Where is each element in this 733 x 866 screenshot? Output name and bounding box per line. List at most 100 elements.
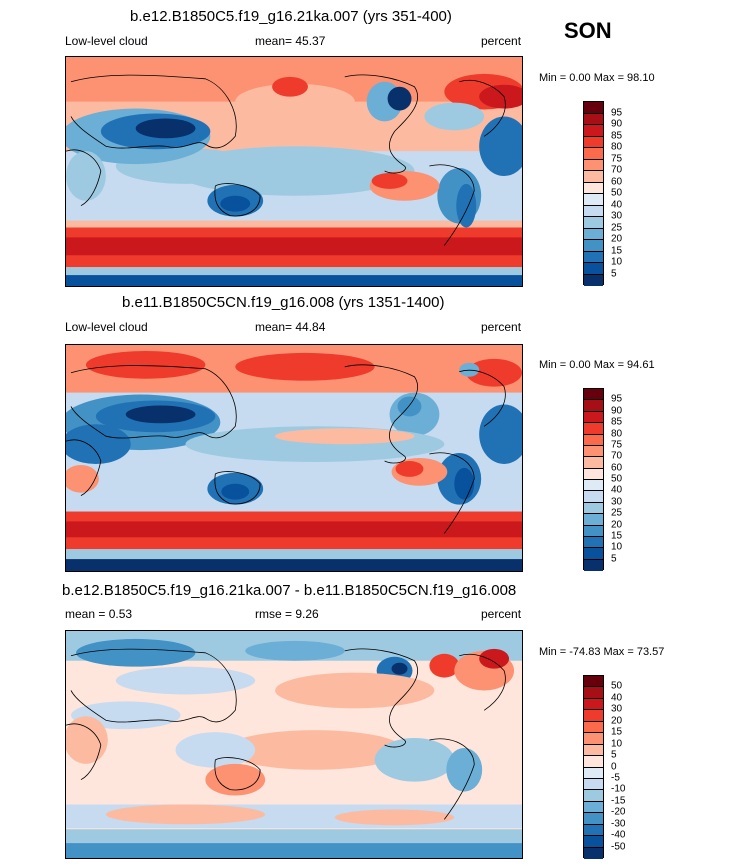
colorbar-swatch bbox=[584, 836, 603, 848]
colorbar-tick-label: 20 bbox=[611, 233, 623, 245]
colorbar-tick-label: 70 bbox=[611, 164, 623, 176]
colorbar-tick-label: 5 bbox=[611, 553, 617, 565]
colorbar-swatch bbox=[584, 194, 603, 206]
colorbar-swatch bbox=[584, 801, 603, 814]
colorbar-swatch bbox=[584, 733, 603, 745]
colorbar-swatch bbox=[584, 559, 603, 571]
panel-1-title: b.e12.B1850C5.f19_g16.21ka.007 (yrs 351-… bbox=[130, 8, 452, 25]
colorbar-swatch bbox=[584, 400, 603, 412]
colorbar-swatch bbox=[584, 536, 603, 549]
colorbar-swatch bbox=[584, 434, 603, 446]
colorbar-tick-label: 25 bbox=[611, 222, 623, 233]
colorbar-tick-label: 50 bbox=[611, 473, 623, 485]
colorbar-swatch bbox=[584, 710, 603, 722]
colorbar-swatch bbox=[584, 847, 603, 859]
colorbar-tick-label: -50 bbox=[611, 841, 626, 853]
colorbar-tick-label: 10 bbox=[611, 738, 623, 750]
colorbar-swatch bbox=[584, 228, 603, 240]
colorbar-tick-label: 50 bbox=[611, 680, 623, 692]
colorbar-tick-label: 40 bbox=[611, 484, 623, 496]
colorbar-tick-label: 30 bbox=[611, 496, 623, 508]
colorbar-tick-label: 40 bbox=[611, 199, 623, 210]
colorbar-swatch bbox=[584, 274, 603, 286]
colorbar-swatch bbox=[584, 698, 603, 711]
colorbar-tick-label: 5 bbox=[611, 268, 617, 279]
colorbar-tick-label: 20 bbox=[611, 519, 623, 530]
panel-2-title: b.e11.B1850C5CN.f19_g16.008 (yrs 1351-14… bbox=[122, 294, 445, 311]
colorbar-tick-label: 25 bbox=[611, 507, 623, 519]
colorbar-swatch bbox=[584, 676, 603, 688]
colorbar-tick-label: 95 bbox=[611, 393, 623, 405]
colorbar-swatch bbox=[584, 491, 603, 503]
colorbar-swatch bbox=[584, 687, 603, 699]
colorbar-tick-label: 50 bbox=[611, 187, 623, 199]
panel-3-colorbar bbox=[583, 675, 604, 859]
colorbar-tick-label: 75 bbox=[611, 153, 623, 164]
colorbar-swatch bbox=[584, 548, 603, 560]
colorbar-swatch bbox=[584, 263, 603, 275]
colorbar-tick-label: 0 bbox=[611, 761, 617, 772]
panel-2-map bbox=[65, 344, 523, 572]
panel-1-map bbox=[65, 56, 523, 287]
colorbar-swatch bbox=[584, 251, 603, 263]
panel-3-minmax: Min = -74.83 Max = 73.57 bbox=[539, 646, 665, 658]
colorbar-swatch bbox=[584, 468, 603, 480]
colorbar-swatch bbox=[584, 113, 603, 125]
colorbar-tick-label: -5 bbox=[611, 772, 620, 784]
colorbar-tick-label: -15 bbox=[611, 795, 626, 807]
season-label: SON bbox=[564, 18, 612, 43]
colorbar-tick-label: 5 bbox=[611, 749, 617, 761]
colorbar-swatch bbox=[584, 389, 603, 401]
colorbar-swatch bbox=[584, 457, 603, 469]
colorbar-swatch bbox=[584, 159, 603, 171]
panel-1-colorbar bbox=[583, 101, 604, 286]
colorbar-tick-label: 90 bbox=[611, 118, 623, 130]
colorbar-tick-label: 90 bbox=[611, 405, 623, 417]
colorbar-swatch bbox=[584, 721, 603, 734]
colorbar-tick-label: 70 bbox=[611, 450, 623, 462]
colorbar-swatch bbox=[584, 824, 603, 837]
colorbar-swatch bbox=[584, 411, 603, 424]
colorbar-swatch bbox=[584, 423, 603, 435]
colorbar-swatch bbox=[584, 480, 603, 492]
panel-2-colorbar bbox=[583, 388, 604, 571]
colorbar-tick-label: 75 bbox=[611, 439, 623, 451]
colorbar-swatch bbox=[584, 217, 603, 229]
colorbar-tick-label: 80 bbox=[611, 141, 623, 153]
panel-3-title: b.e12.B1850C5.f19_g16.21ka.007 - b.e11.B… bbox=[62, 582, 517, 599]
panel-2-mean: mean= 44.84 bbox=[255, 320, 326, 334]
colorbar-tick-label: 15 bbox=[611, 530, 623, 542]
panel-3-mean: mean = 0.53 bbox=[65, 607, 133, 621]
colorbar-swatch bbox=[584, 767, 603, 779]
colorbar-swatch bbox=[584, 514, 603, 526]
colorbar-tick-label: 60 bbox=[611, 462, 623, 474]
colorbar-swatch bbox=[584, 744, 603, 757]
colorbar-swatch bbox=[584, 102, 603, 114]
panel-3-units: percent bbox=[481, 607, 522, 621]
colorbar-tick-label: 85 bbox=[611, 130, 623, 141]
colorbar-swatch bbox=[584, 445, 603, 458]
colorbar-swatch bbox=[584, 171, 603, 183]
panel-1-units: percent bbox=[481, 34, 522, 48]
colorbar-swatch bbox=[584, 205, 603, 217]
panel-2-variable-label: Low-level cloud bbox=[65, 320, 148, 334]
panel-2-units: percent bbox=[481, 320, 522, 334]
colorbar-swatch bbox=[584, 502, 603, 515]
colorbar-swatch bbox=[584, 813, 603, 825]
colorbar-tick-label: 15 bbox=[611, 726, 623, 738]
panel-3-map bbox=[65, 630, 523, 859]
panel-1-mean: mean= 45.37 bbox=[255, 34, 326, 48]
colorbar-swatch bbox=[584, 790, 603, 802]
colorbar-swatch bbox=[584, 148, 603, 160]
colorbar-tick-label: 60 bbox=[611, 176, 623, 187]
colorbar-swatch bbox=[584, 125, 603, 137]
colorbar-tick-label: 95 bbox=[611, 107, 623, 118]
colorbar-tick-label: -10 bbox=[611, 783, 626, 795]
colorbar-swatch bbox=[584, 778, 603, 791]
colorbar-swatch bbox=[584, 136, 603, 148]
colorbar-tick-label: 85 bbox=[611, 416, 623, 428]
colorbar-swatch bbox=[584, 182, 603, 194]
panel-3-rmse: rmse = 9.26 bbox=[255, 607, 319, 621]
colorbar-tick-label: -30 bbox=[611, 818, 626, 830]
colorbar-tick-label: 20 bbox=[611, 715, 623, 727]
